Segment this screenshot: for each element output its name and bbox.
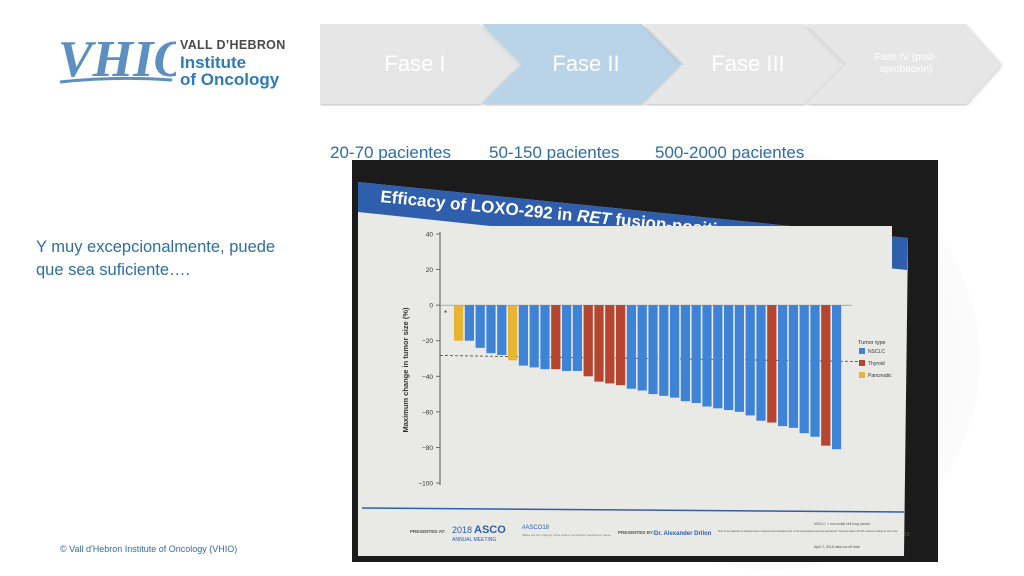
zero-change-asterisk: * bbox=[444, 309, 447, 318]
vhio-logo-mark: VHIO bbox=[58, 31, 176, 88]
bar-nsclc bbox=[475, 305, 485, 348]
logo-line-of-oncology: of Oncology bbox=[180, 70, 280, 89]
footer-presented-at: PRESENTED AT: bbox=[410, 529, 446, 534]
bar-thyroid bbox=[616, 305, 626, 386]
bar-nsclc bbox=[540, 305, 550, 370]
phase-chevrons-shapes bbox=[320, 24, 1002, 104]
vhio-logo: VHIO VALL D’HEBRON Institute of Oncology bbox=[56, 18, 296, 98]
bar-pancreatic bbox=[454, 305, 464, 341]
footer-presented-by: PRESENTED BY: bbox=[618, 530, 655, 535]
legend-label-pancreatic: Pancreatic bbox=[868, 373, 892, 379]
slide-footer-rule bbox=[361, 507, 905, 513]
bar-nsclc bbox=[486, 305, 496, 354]
y-tick-label: −80 bbox=[422, 445, 433, 452]
chevron-fase-4 bbox=[806, 24, 1002, 104]
projected-slide-photo: Efficacy of LOXO-292 in RET fusion-posit… bbox=[352, 160, 938, 562]
logo-line-institute: Institute bbox=[180, 53, 247, 72]
footer-asco: ASCO bbox=[474, 524, 506, 536]
bar-nsclc bbox=[734, 305, 744, 412]
logo-line-vall-dhebron: VALL D’HEBRON bbox=[180, 38, 286, 52]
bar-thyroid bbox=[605, 305, 615, 384]
bar-nsclc bbox=[702, 305, 712, 407]
legend-label-nsclc: NSCLC bbox=[868, 349, 885, 355]
bar-nsclc bbox=[659, 305, 669, 396]
bar-nsclc bbox=[572, 305, 582, 371]
bar-nsclc bbox=[648, 305, 658, 395]
bar-nsclc bbox=[832, 305, 842, 450]
y-tick-label: −60 bbox=[422, 409, 433, 416]
bar-thyroid bbox=[767, 305, 777, 423]
legend-label-thyroid: Thyroid bbox=[868, 361, 885, 367]
bar-thyroid bbox=[594, 305, 604, 382]
bar-nsclc bbox=[778, 305, 788, 427]
footer-property-note: Slides are the property of the author, p… bbox=[522, 533, 611, 537]
legend-title: Tumor type bbox=[858, 340, 886, 346]
footer-annual-meeting: ANNUAL MEETING bbox=[452, 537, 496, 543]
bar-nsclc bbox=[713, 305, 723, 409]
copyright-footer: © Vall d'Hebron Institute of Oncology (V… bbox=[60, 544, 238, 554]
bar-nsclc bbox=[745, 305, 755, 416]
bar-nsclc bbox=[788, 305, 798, 428]
bar-nsclc bbox=[529, 305, 539, 368]
footer-page-number: 10 bbox=[904, 532, 910, 538]
waterfall-bars bbox=[454, 305, 842, 450]
phase-count-2: 50-150 pacientes bbox=[489, 143, 620, 162]
y-tick-label: −20 bbox=[422, 338, 433, 345]
footer-note: Note: Three patients not displayed due t… bbox=[718, 529, 898, 533]
phase-count-1: 20-70 pacientes bbox=[330, 143, 451, 162]
slide-footer: PRESENTED AT: 2018 ASCO ANNUAL MEETING #… bbox=[410, 522, 910, 549]
bar-nsclc bbox=[799, 305, 809, 434]
phase-chevrons: Fase I Fase II Fase III Fase IV (post-ap… bbox=[320, 24, 1010, 162]
legend-swatch-pancreatic bbox=[859, 372, 865, 378]
bar-pancreatic bbox=[508, 305, 518, 361]
side-note-text: Y muy excepcionalmente, puede que sea su… bbox=[36, 238, 276, 279]
bar-nsclc bbox=[810, 305, 820, 437]
bar-thyroid bbox=[583, 305, 593, 377]
footer-hashtag: #ASCO18 bbox=[522, 525, 550, 531]
y-axis-label: Maximum change in tumor size (%) bbox=[401, 307, 410, 433]
bar-thyroid bbox=[551, 305, 561, 370]
logo-wordmark: VALL D’HEBRON Institute of Oncology bbox=[180, 38, 286, 88]
slide-chart-svg: Efficacy of LOXO-292 in RET fusion-posit… bbox=[358, 182, 910, 556]
chevron-fase-1 bbox=[320, 24, 520, 104]
bar-nsclc bbox=[497, 305, 507, 355]
bar-nsclc bbox=[637, 305, 647, 391]
y-tick-label: 20 bbox=[426, 267, 434, 274]
bar-nsclc bbox=[724, 305, 734, 411]
bar-thyroid bbox=[821, 305, 831, 446]
footer-asco-year: 2018 bbox=[452, 525, 472, 535]
bar-nsclc bbox=[464, 305, 474, 341]
bar-nsclc bbox=[670, 305, 680, 398]
phase-label-3: Fase III bbox=[711, 51, 785, 76]
footer-presenter: Dr. Alexander Drilon bbox=[654, 531, 712, 537]
phase-label-1: Fase I bbox=[384, 51, 446, 76]
y-tick-label: −40 bbox=[422, 374, 433, 381]
bar-nsclc bbox=[691, 305, 701, 403]
bar-nsclc bbox=[626, 305, 636, 389]
bar-nsclc bbox=[518, 305, 528, 366]
y-tick-label: −100 bbox=[418, 481, 433, 488]
chevron-fase-2 bbox=[482, 24, 682, 104]
y-tick-label: 40 bbox=[426, 232, 434, 239]
footer-date: April 2, 2018 data cut-off date bbox=[814, 545, 860, 549]
legend-swatch-nsclc bbox=[859, 348, 865, 354]
chart-legend: Tumor type NSCLC Thyroid Pancreatic bbox=[858, 340, 892, 379]
y-tick-label: 0 bbox=[429, 303, 433, 310]
footer-nsclc-def: NSCLC = non-small cell lung cancer bbox=[814, 522, 871, 526]
bar-nsclc bbox=[680, 305, 690, 402]
bar-nsclc bbox=[562, 305, 572, 371]
legend-swatch-thyroid bbox=[859, 360, 865, 366]
chevron-fase-3 bbox=[644, 24, 844, 104]
bar-nsclc bbox=[756, 305, 766, 421]
phase-count-3: 500-2000 pacientes bbox=[655, 143, 805, 162]
phase-label-2: Fase II bbox=[552, 51, 620, 76]
phase-label-4: Fase IV (post-aprobacion) bbox=[874, 52, 938, 75]
